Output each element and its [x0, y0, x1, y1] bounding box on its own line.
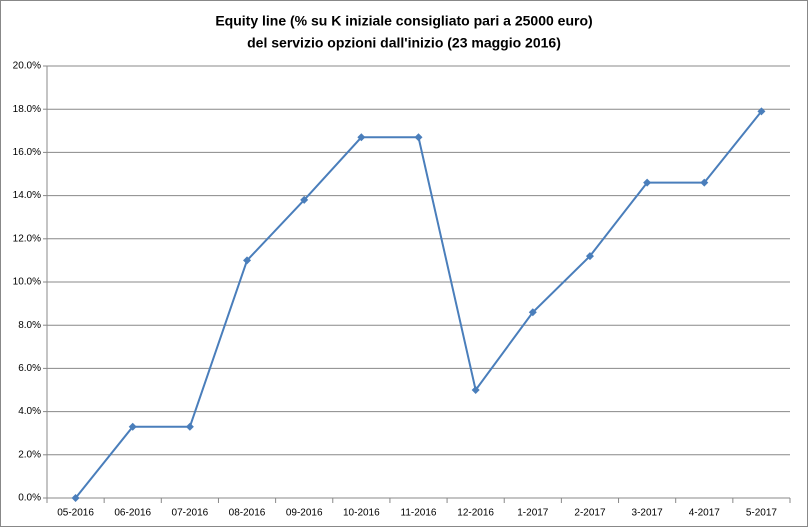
x-tick-label: 06-2016 [114, 508, 151, 519]
data-point [185, 422, 194, 431]
x-tick-label: 1-2017 [517, 508, 549, 519]
y-tick-label: 14.0% [13, 190, 41, 201]
y-tick-label: 20.0% [13, 61, 41, 72]
data-point [700, 178, 709, 187]
x-tick-label: 11-2016 [401, 508, 437, 519]
data-point [414, 133, 423, 142]
data-point [71, 494, 80, 502]
data-point [243, 256, 252, 265]
x-tick-label: 07-2016 [172, 508, 209, 519]
y-tick-label: 6.0% [18, 363, 41, 374]
x-tick-label: 2-2017 [574, 508, 606, 519]
y-tick-label: 18.0% [13, 104, 41, 115]
data-point [357, 133, 366, 142]
data-point [757, 107, 766, 116]
data-point [471, 386, 480, 394]
data-point [300, 195, 309, 204]
x-tick-label: 12-2016 [457, 508, 494, 519]
y-tick-label: 0.0% [18, 493, 41, 504]
y-tick-label: 10.0% [13, 277, 41, 288]
x-tick-label: 05-2016 [57, 508, 94, 519]
x-tick-label: 08-2016 [229, 508, 266, 519]
data-point [128, 422, 137, 431]
x-tick-label: 10-2016 [343, 508, 380, 519]
x-tick-label: 5-2017 [746, 508, 778, 519]
data-point [585, 252, 594, 261]
y-tick-label: 16.0% [13, 147, 41, 158]
chart-title: Equity line (% su K iniziale consigliato… [215, 13, 592, 29]
x-tick-label: 3-2017 [632, 508, 664, 519]
x-tick-label: 4-2017 [689, 508, 721, 519]
x-tick-label: 09-2016 [286, 508, 323, 519]
chart-subtitle: del servizio opzioni dall'inizio (23 mag… [247, 35, 561, 51]
y-tick-label: 2.0% [18, 449, 41, 460]
y-tick-label: 12.0% [13, 233, 41, 244]
data-point [528, 308, 537, 317]
data-point [643, 178, 652, 187]
y-tick-label: 8.0% [18, 320, 41, 331]
y-tick-label: 4.0% [18, 406, 41, 417]
